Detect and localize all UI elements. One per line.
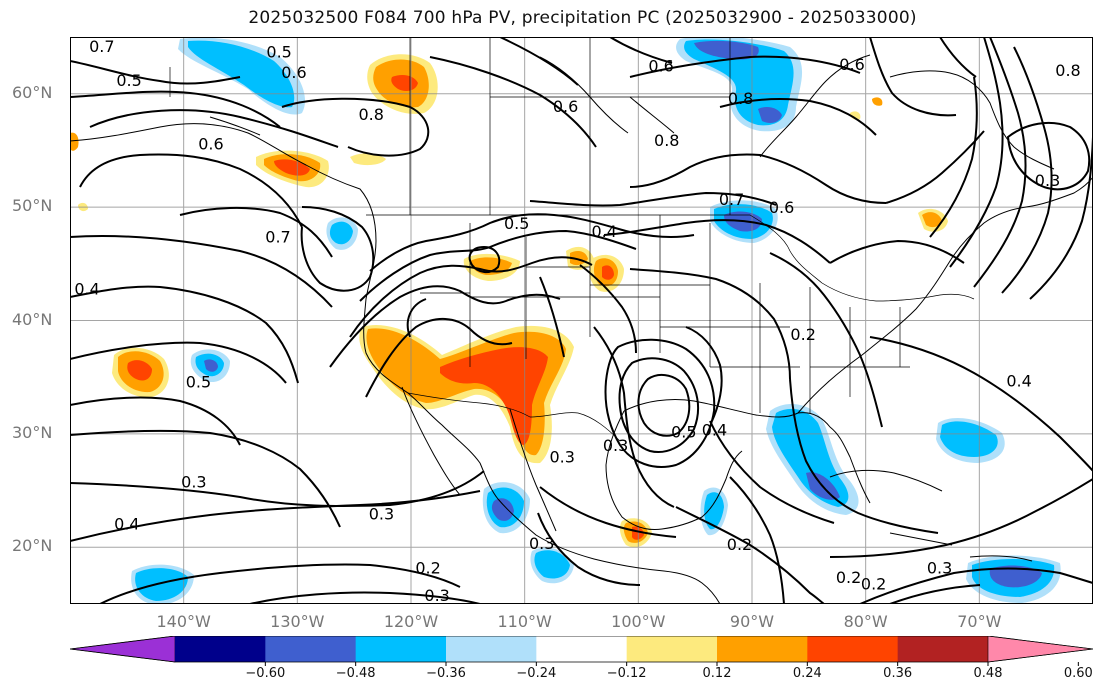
contour-label: 0.3 <box>603 436 628 455</box>
precip-blob <box>127 360 152 381</box>
precip-blob <box>440 347 548 445</box>
colorbar-segment <box>717 636 808 662</box>
contour-label: 0.6 <box>198 135 223 154</box>
precip-blob <box>922 212 942 228</box>
contour-label: 0.4 <box>114 514 139 533</box>
precip-blob <box>491 498 514 521</box>
precip-blob <box>188 40 295 108</box>
contour-label: 0.8 <box>358 105 383 124</box>
contour-label: 0.3 <box>424 586 449 604</box>
longitude-label: 140°W <box>156 612 211 631</box>
precip-blob <box>758 107 782 123</box>
contour-label: 0.5 <box>266 43 291 62</box>
contour-label: 0.2 <box>727 535 752 554</box>
contour-label: 0.5 <box>504 214 529 233</box>
contour-label: 0.5 <box>116 71 141 90</box>
chart-title: 2025032500 F084 700 hPa PV, precipitatio… <box>248 8 917 28</box>
colorbar-extend-high <box>987 636 1093 663</box>
colorbar-extend-low <box>70 636 176 663</box>
contour-label: 0.4 <box>592 222 617 241</box>
precip-blob <box>204 359 218 372</box>
graticule <box>70 37 1093 604</box>
colorbar-segment <box>265 636 357 662</box>
colorbar-segment <box>355 636 447 662</box>
colorbar-tick-label: 0.60 <box>1063 666 1093 681</box>
contour-label: 0.5 <box>671 423 696 442</box>
contour-label: 0.8 <box>728 89 753 108</box>
colorbar-segment <box>626 636 718 662</box>
contour-label: 0.3 <box>927 559 952 578</box>
contour-label: 0.6 <box>281 63 306 82</box>
colorbar-tick-label: −0.60 <box>245 666 286 681</box>
colorbar-tick-label: −0.12 <box>606 666 647 681</box>
pv-contours <box>70 37 1093 604</box>
precip-blob <box>350 153 386 166</box>
colorbar-tick-label: 0.36 <box>883 666 913 681</box>
contour-label: 0.6 <box>648 56 673 75</box>
longitude-label: 130°W <box>270 612 325 631</box>
coastlines <box>70 54 1093 604</box>
longitude-label: 70°W <box>957 612 1002 631</box>
longitude-label: 110°W <box>497 612 552 631</box>
colorbar-tick-label: 0.12 <box>702 666 732 681</box>
contour-label: 0.2 <box>790 325 815 344</box>
colorbar-tick-label: 0.48 <box>973 666 1003 681</box>
contour-label: 0.3 <box>369 504 394 523</box>
latitude-label: 50°N <box>12 196 53 216</box>
contour-label: 0.3 <box>529 534 554 553</box>
contour-label: 0.5 <box>186 373 211 392</box>
colorbar-outline <box>70 636 1093 663</box>
colorbar-segment <box>897 636 989 662</box>
precip-blob <box>70 132 79 151</box>
borders <box>169 37 975 442</box>
longitude-label: 120°W <box>383 612 439 631</box>
contour-label: 0.2 <box>861 575 886 594</box>
precip-blob <box>872 97 883 106</box>
latitude-label: 40°N <box>12 309 53 329</box>
contour-label: 0.8 <box>654 131 679 150</box>
precip-blob <box>274 159 310 176</box>
precip-blob <box>135 568 188 601</box>
contour-label: 0.3 <box>549 448 574 467</box>
contour-label: 0.7 <box>719 190 744 209</box>
precip-blob <box>940 421 998 457</box>
precip-blob <box>534 550 570 579</box>
contour-label: 0.4 <box>1006 372 1031 391</box>
colorbar-tick-label: −0.24 <box>516 666 557 681</box>
contour-label: 0.8 <box>1055 61 1080 80</box>
contour-label: 0.4 <box>74 280 99 299</box>
latitude-label: 20°N <box>12 536 53 556</box>
colorbar-tick-label: 0.24 <box>792 666 822 681</box>
longitude-label: 80°W <box>843 612 888 631</box>
colorbar <box>70 636 1093 666</box>
colorbar-segment <box>536 636 628 662</box>
precip-blob <box>329 221 353 245</box>
contour-label: 0.7 <box>89 37 114 56</box>
contour-label: 0.6 <box>553 97 578 116</box>
precip-blob <box>694 40 759 60</box>
precip-blob <box>704 492 724 530</box>
pv-precip-map: 0.70.50.50.60.80.60.70.40.50.30.40.30.20… <box>70 37 1093 604</box>
contour-label: 0.3 <box>1035 171 1060 190</box>
colorbar-segment <box>807 636 899 662</box>
contour-label: 0.3 <box>181 473 206 492</box>
colorbar-tick-label: −0.36 <box>426 666 466 681</box>
contour-label: 0.6 <box>769 198 794 217</box>
latitude-label: 60°N <box>12 82 53 102</box>
colorbar-tick-label: −0.48 <box>335 666 376 681</box>
latitude-label: 30°N <box>12 422 53 442</box>
precip-blob <box>602 265 614 280</box>
contour-label: 0.2 <box>415 559 440 578</box>
longitude-label: 90°W <box>729 612 775 631</box>
precip-shading <box>70 37 1061 604</box>
longitude-label: 100°W <box>611 612 666 631</box>
precip-blob <box>989 565 1042 588</box>
contour-label: 0.7 <box>265 228 290 247</box>
contour-label: 0.2 <box>836 568 861 587</box>
colorbar-segment <box>446 636 537 662</box>
contour-label: 0.4 <box>702 420 727 439</box>
contour-labels: 0.70.50.50.60.80.60.70.40.50.30.40.30.20… <box>74 37 1080 604</box>
colorbar-segment <box>175 636 266 662</box>
contour-label: 0.6 <box>839 55 864 74</box>
